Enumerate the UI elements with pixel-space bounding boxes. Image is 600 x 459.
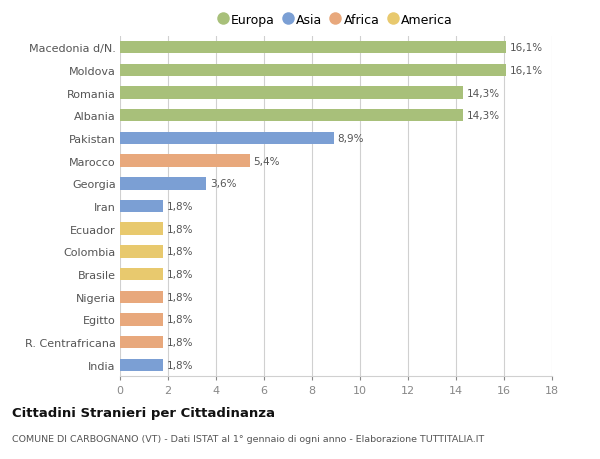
Text: 1,8%: 1,8% (167, 269, 193, 280)
Bar (120, 87, 463, 100)
Bar (120, 291, 163, 303)
Text: 3,6%: 3,6% (210, 179, 236, 189)
Bar (120, 246, 163, 258)
Text: 1,8%: 1,8% (167, 360, 193, 370)
Text: 1,8%: 1,8% (167, 315, 193, 325)
Bar (120, 336, 163, 349)
Bar (120, 313, 163, 326)
Text: 5,4%: 5,4% (253, 156, 280, 166)
Text: 1,8%: 1,8% (167, 292, 193, 302)
Bar (120, 155, 250, 168)
Legend: Europa, Asia, Africa, America: Europa, Asia, Africa, America (215, 9, 457, 32)
Text: 1,8%: 1,8% (167, 337, 193, 347)
Text: 1,8%: 1,8% (167, 247, 193, 257)
Bar (120, 178, 206, 190)
Bar (120, 200, 163, 213)
Text: 8,9%: 8,9% (337, 134, 364, 144)
Bar (120, 359, 163, 371)
Text: 14,3%: 14,3% (467, 111, 500, 121)
Text: 14,3%: 14,3% (467, 88, 500, 98)
Bar (120, 268, 163, 281)
Bar (120, 223, 163, 235)
Bar (120, 132, 334, 145)
Text: 1,8%: 1,8% (167, 224, 193, 234)
Text: 16,1%: 16,1% (510, 43, 543, 53)
Bar (120, 110, 463, 122)
Bar (120, 64, 506, 77)
Text: 1,8%: 1,8% (167, 202, 193, 212)
Text: Cittadini Stranieri per Cittadinanza: Cittadini Stranieri per Cittadinanza (12, 406, 275, 419)
Text: COMUNE DI CARBOGNANO (VT) - Dati ISTAT al 1° gennaio di ogni anno - Elaborazione: COMUNE DI CARBOGNANO (VT) - Dati ISTAT a… (12, 434, 484, 443)
Text: 16,1%: 16,1% (510, 66, 543, 76)
Bar (120, 42, 506, 54)
